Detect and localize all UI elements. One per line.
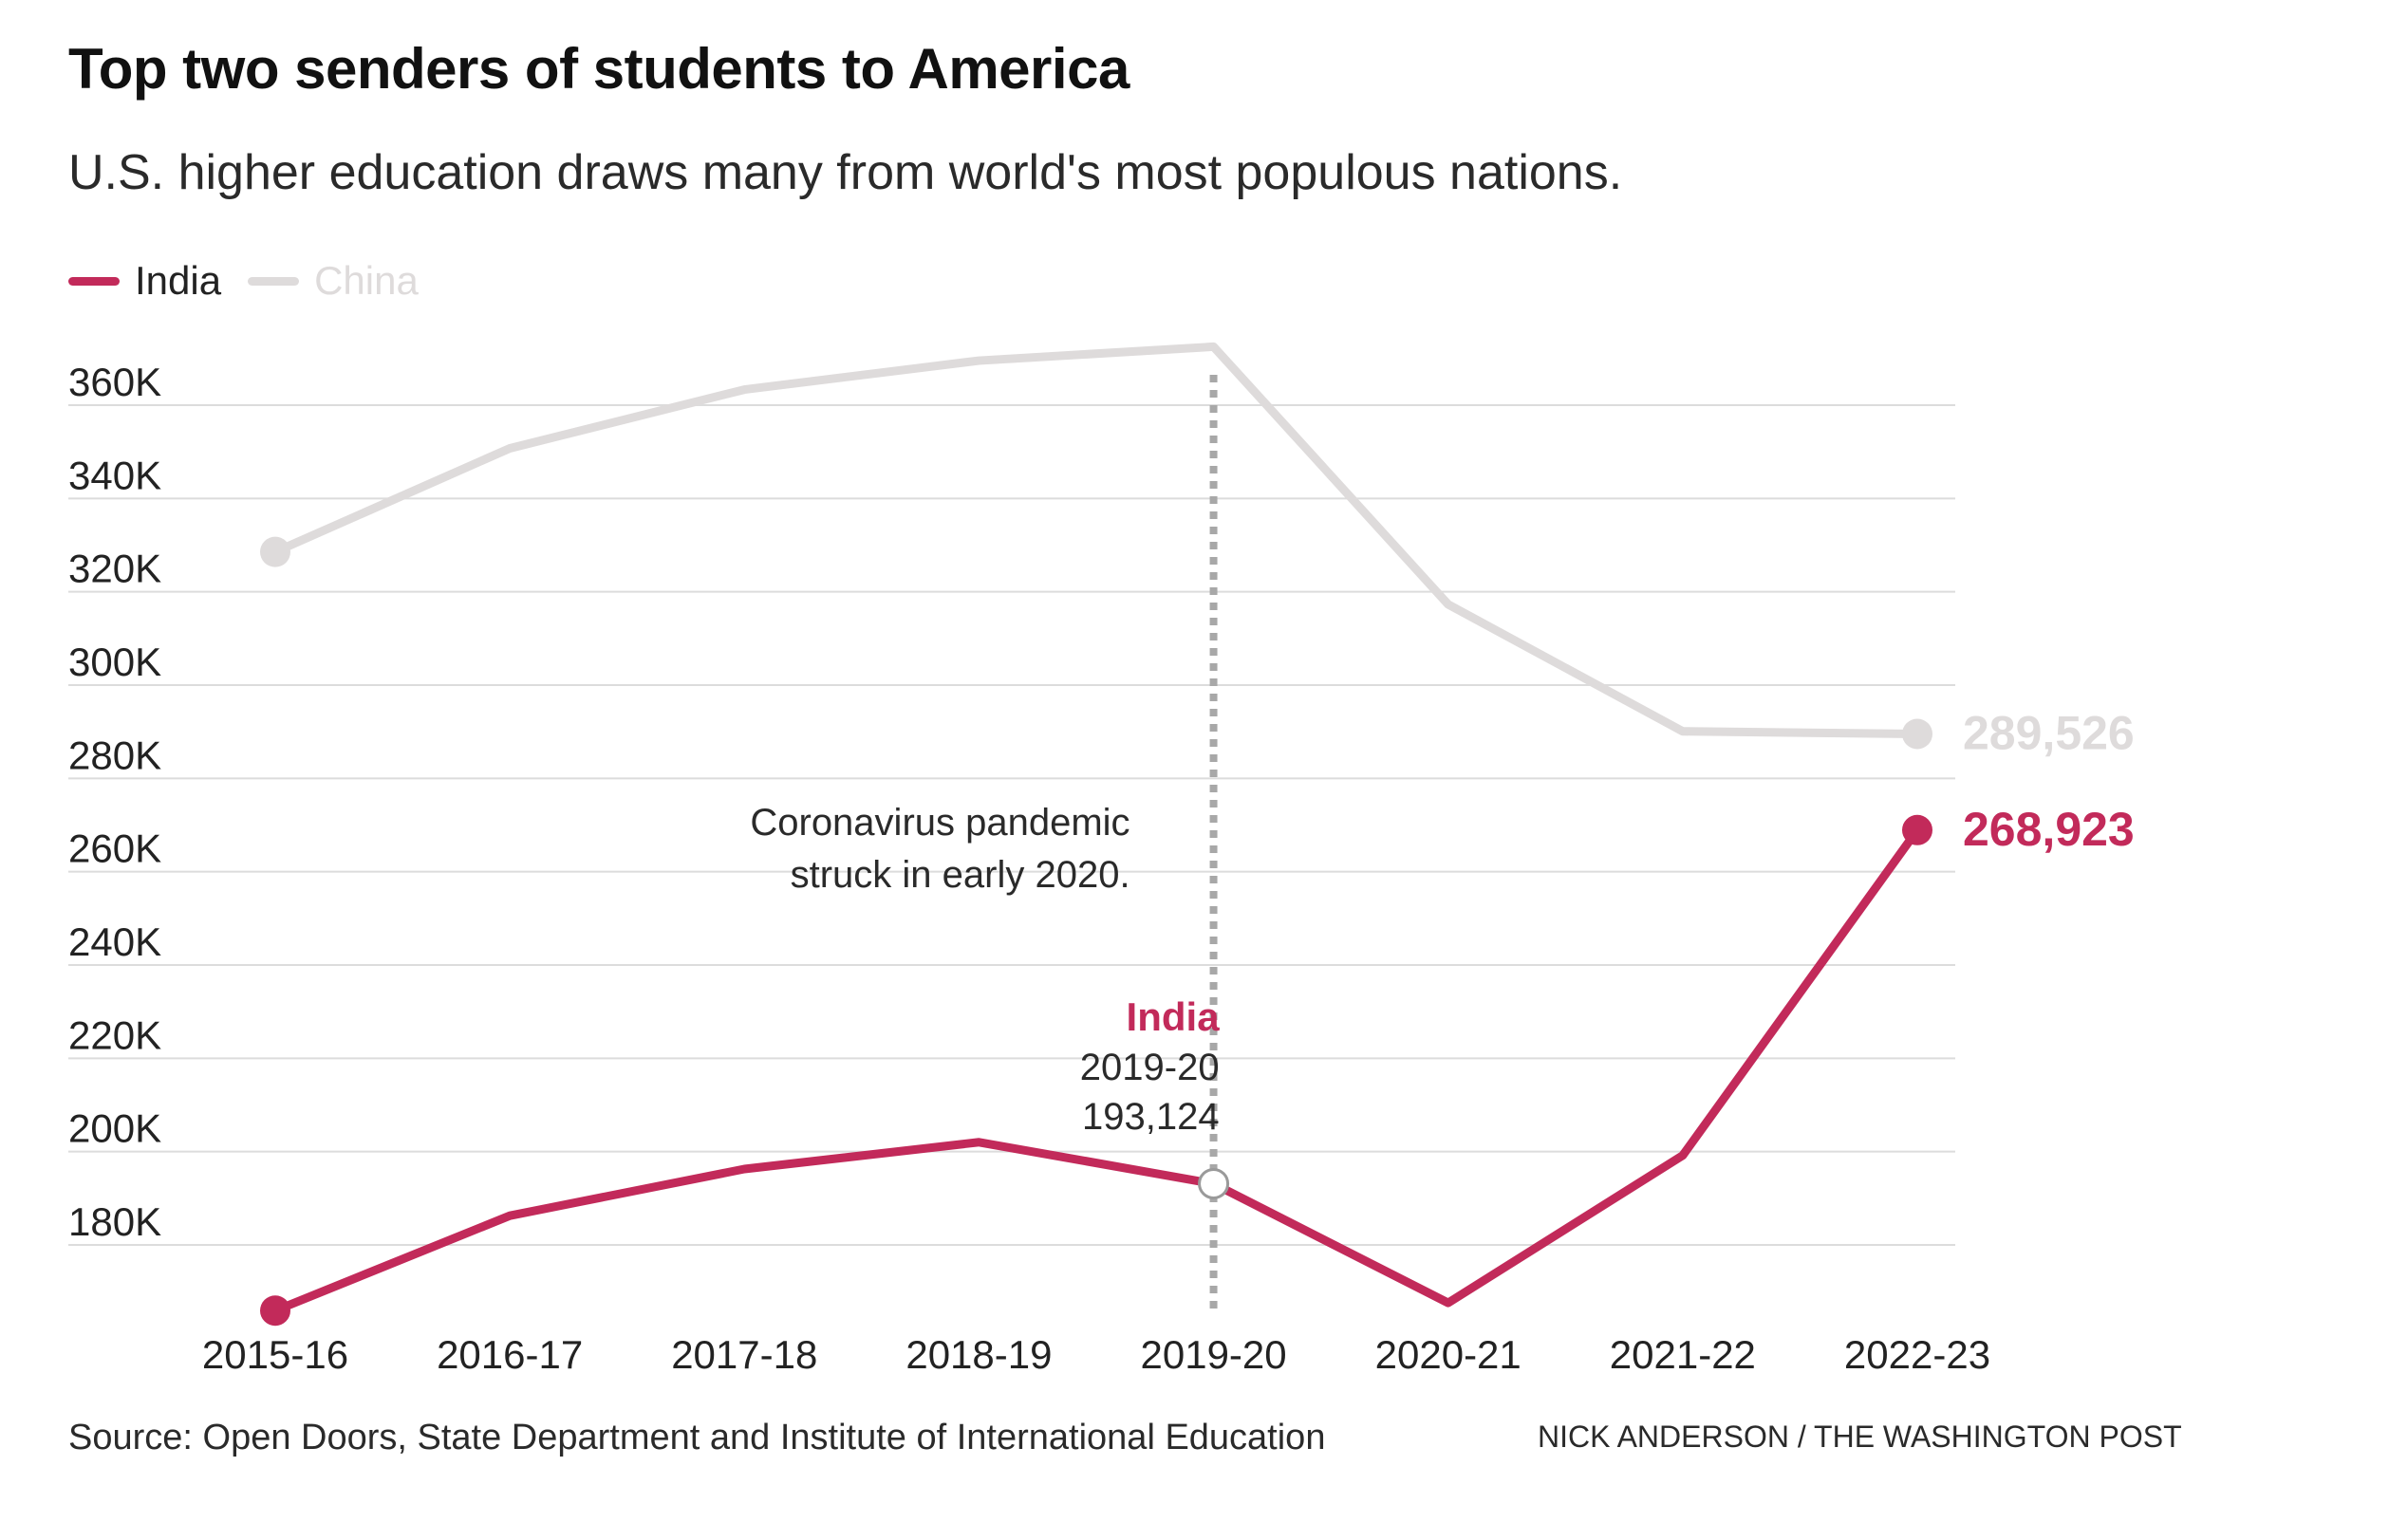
- y-axis: 180K 200K 220K 240K 260K 280K 300K 320K 340K 360K: [68, 360, 161, 1244]
- tooltip-series-label: India: [1127, 994, 1221, 1039]
- x-tick-label-2016-17: 2016-17: [437, 1332, 583, 1377]
- legend-item-india[interactable]: India: [68, 258, 221, 304]
- y-tick-label-260K: 260K: [68, 826, 161, 871]
- y-tick-label-180K: 180K: [68, 1199, 161, 1244]
- x-tick-label-2021-22: 2021-22: [1610, 1332, 1756, 1377]
- x-tick-label-2022-23: 2022-23: [1844, 1332, 1990, 1377]
- gridlines: [68, 404, 1955, 1246]
- pandemic-note-line: Coronavirus pandemic: [750, 802, 1129, 844]
- tooltip-value: 193,124: [1082, 1096, 1220, 1138]
- series-end-point-india: [1902, 814, 1932, 845]
- y-tick-label-360K: 360K: [68, 360, 161, 404]
- pandemic-note: Coronavirus pandemic struck in early 2020…: [750, 802, 1129, 896]
- x-tick-label-2017-18: 2017-18: [671, 1332, 817, 1377]
- series-start-point-china: [260, 536, 290, 567]
- x-tick-label-2018-19: 2018-19: [905, 1332, 1052, 1377]
- y-tick-label-220K: 220K: [68, 1012, 161, 1057]
- end-label-china: 289,526: [1963, 706, 2135, 759]
- tooltip-hover-marker: [1198, 1167, 1230, 1199]
- y-tick-label-320K: 320K: [68, 547, 161, 591]
- y-tick-label-280K: 280K: [68, 733, 161, 777]
- legend: India China: [68, 254, 445, 307]
- chart-title: Top two senders of students to America: [68, 37, 1129, 101]
- series-lines: [260, 342, 1932, 1327]
- series-line-india: [271, 826, 1922, 1315]
- annotations: Coronavirus pandemic struck in early 2020…: [750, 706, 2135, 1199]
- y-tick-label-240K: 240K: [68, 919, 161, 964]
- end-label-india: 268,923: [1963, 803, 2135, 856]
- legend-swatch-china: [248, 276, 300, 286]
- series-line-china: [271, 342, 1922, 738]
- x-tick-label-2020-21: 2020-21: [1375, 1332, 1521, 1377]
- legend-item-china[interactable]: China: [248, 258, 419, 304]
- source-note: Source: Open Doors, State Department and…: [68, 1418, 1326, 1457]
- series-start-point-india: [260, 1295, 290, 1327]
- y-tick-label-200K: 200K: [68, 1106, 161, 1151]
- y-tick-label-300K: 300K: [68, 640, 161, 684]
- x-axis: 2015-16 2016-17 2017-18 2018-19 2019-20 2020-…: [202, 1332, 1990, 1377]
- pandemic-note-line: struck in early 2020.: [791, 854, 1130, 896]
- legend-label-india: India: [135, 258, 222, 303]
- credit-line: NICK ANDERSON / THE WASHINGTON POST: [1538, 1420, 2182, 1454]
- legend-label-china: China: [314, 258, 419, 303]
- x-tick-label-2019-20: 2019-20: [1141, 1332, 1287, 1377]
- tooltip-category: 2019-20: [1080, 1047, 1220, 1088]
- legend-swatch-india: [68, 276, 120, 286]
- y-tick-label-340K: 340K: [68, 453, 161, 497]
- series-end-point-china: [1902, 718, 1932, 750]
- chart-subtitle: U.S. higher education draws many from wo…: [68, 145, 1623, 200]
- x-tick-label-2015-16: 2015-16: [202, 1332, 348, 1377]
